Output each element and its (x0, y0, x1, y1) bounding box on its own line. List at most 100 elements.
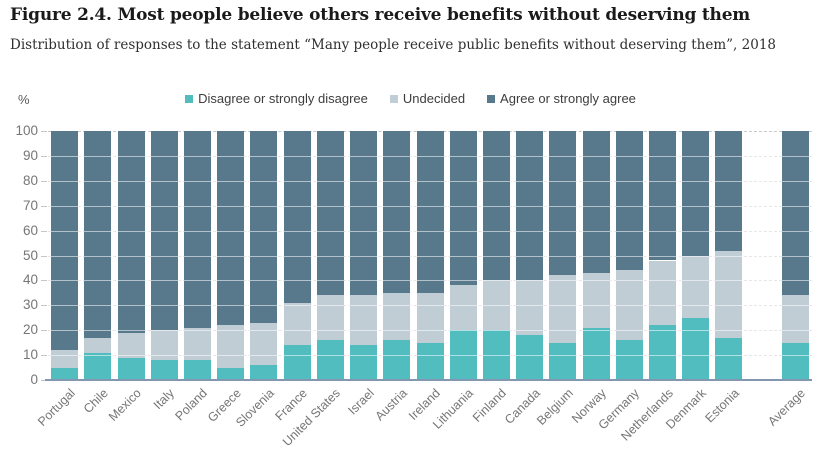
bar-segment (582, 131, 610, 273)
bar-segment (449, 131, 477, 286)
y-axis-tick (41, 305, 47, 307)
legend-item-1: Disagree or strongly disagree (185, 91, 368, 106)
y-axis-tick-label: 90 (22, 147, 38, 163)
gridline-overlay (48, 255, 812, 257)
y-axis-tick (41, 355, 47, 357)
y-axis-tick (41, 155, 47, 157)
y-axis-tick (41, 205, 47, 207)
y-axis-unit-label: % (18, 92, 30, 107)
bar-segment (250, 365, 278, 380)
bar-segment (316, 131, 344, 296)
gridline-overlay (48, 355, 812, 357)
bar-segment (582, 327, 610, 380)
legend-swatch-icon (185, 95, 194, 103)
bar-segment (781, 295, 809, 343)
figure-title: Figure 2.4. Most people believe others r… (10, 5, 751, 25)
bar-segment (217, 367, 245, 380)
bar-segment (416, 131, 444, 293)
bar-segment (183, 131, 211, 328)
bar-segment (250, 131, 278, 323)
bar-segment (549, 275, 577, 343)
legend-swatch-icon (389, 95, 398, 103)
legend-item-label: Agree or strongly agree (500, 91, 636, 106)
bar-segment (183, 327, 211, 361)
legend-item-2: Undecided (389, 91, 466, 106)
gridline-overlay (48, 155, 812, 157)
bar-segment (283, 302, 311, 346)
gridline-overlay (48, 205, 812, 207)
bar-segment (383, 292, 411, 341)
legend-item-label: Disagree or strongly disagree (198, 91, 368, 106)
bar-segment (383, 340, 411, 380)
bar-segment (316, 340, 344, 380)
bar-segment (715, 250, 743, 338)
y-axis-tick-label: 40 (22, 272, 38, 288)
gridline-overlay (48, 180, 812, 182)
bar-segment (582, 272, 610, 328)
bar-segment (649, 131, 677, 261)
y-axis-tick (41, 330, 47, 332)
bar-segment (51, 131, 79, 351)
bar-segment (117, 357, 145, 380)
y-axis-tick (41, 255, 47, 257)
x-axis-line (45, 379, 812, 381)
y-axis-tick (41, 131, 47, 132)
bar-segment (649, 260, 677, 326)
y-axis-tick-label: 60 (22, 222, 38, 238)
bar-segment (84, 337, 112, 353)
bar-segment (549, 342, 577, 380)
bar-segment (416, 342, 444, 380)
gridline-overlay (48, 330, 812, 332)
y-axis-tick-label: 80 (22, 172, 38, 188)
bar-segment (615, 340, 643, 380)
y-axis-tick-label: 100 (15, 123, 38, 138)
legend-item-3: Agree or strongly agree (487, 91, 636, 106)
bar-segment (715, 337, 743, 380)
y-axis-tick (41, 180, 47, 182)
bar-segment (51, 367, 79, 380)
legend-swatch-icon (487, 95, 496, 103)
bar-segment (51, 350, 79, 368)
bar-segment (516, 335, 544, 380)
bar-segment (715, 131, 743, 251)
y-axis-tick-label: 50 (22, 247, 38, 263)
y-axis-tick-label: 10 (22, 347, 38, 363)
bar-segment (781, 342, 809, 380)
bar-segment (383, 131, 411, 293)
gridline-overlay (48, 280, 812, 282)
bar-segment (117, 332, 145, 358)
bar-segment (649, 325, 677, 380)
y-axis-tick-label: 30 (22, 297, 38, 313)
bar-segment (250, 322, 278, 366)
figure-subtitle: Distribution of responses to the stateme… (10, 37, 776, 53)
y-axis-tick (41, 280, 47, 282)
y-axis-tick (41, 380, 47, 381)
bar-segment (217, 131, 245, 326)
y-axis-tick-label: 0 (30, 372, 38, 387)
bar-segment (516, 280, 544, 336)
gridline-overlay (48, 305, 812, 307)
plot-area (48, 131, 812, 380)
legend: Disagree or strongly disagree Undecided Ag… (0, 91, 821, 106)
bar-segment (682, 255, 710, 318)
bar-segment (416, 292, 444, 343)
y-axis-tick-label: 70 (22, 197, 38, 213)
bar-segment (316, 295, 344, 341)
bar-segment (84, 131, 112, 338)
y-axis-tick-label: 20 (22, 322, 38, 338)
bar-segment (150, 360, 178, 380)
bar-segment (549, 131, 577, 276)
bar-segment (283, 345, 311, 380)
bar-segment (84, 352, 112, 380)
bar-segment (217, 325, 245, 368)
bar-segment (781, 131, 809, 296)
bar-segment (350, 131, 378, 296)
bar-segment (117, 131, 145, 333)
y-axis-tick (41, 230, 47, 232)
bar-segment (682, 131, 710, 256)
legend-item-label: Undecided (402, 91, 466, 106)
gridline-overlay (48, 230, 812, 232)
bar-segment (283, 131, 311, 303)
bar-segment (183, 360, 211, 380)
